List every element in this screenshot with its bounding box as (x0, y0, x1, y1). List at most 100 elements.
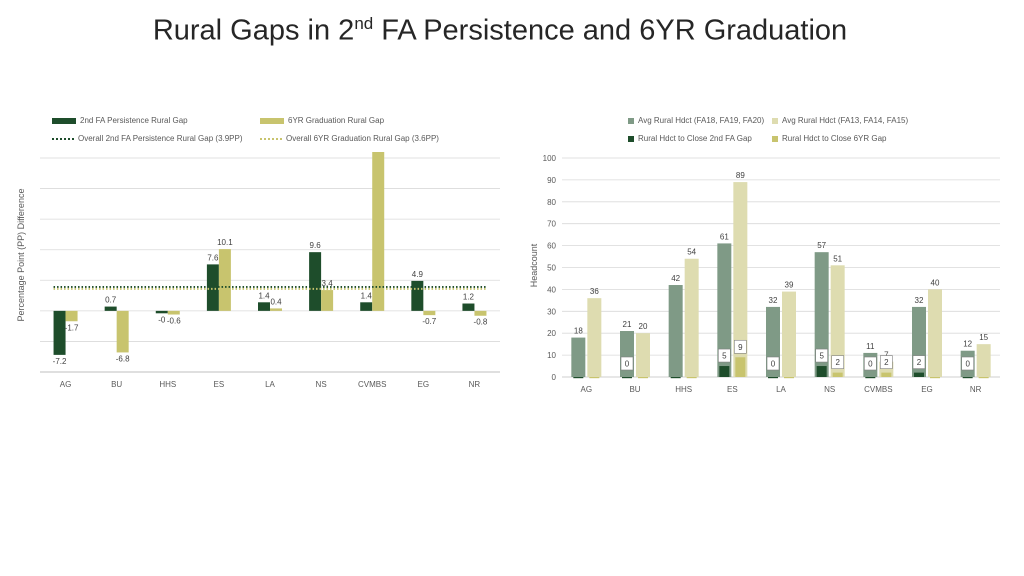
y-tick-label: 20 (547, 329, 556, 338)
value-box-label: 2 (835, 358, 840, 367)
bar (589, 377, 600, 379)
bar (218, 249, 231, 311)
data-label: 21 (623, 320, 632, 329)
category-label: NS (316, 380, 327, 389)
data-label: 1.4 (361, 291, 373, 300)
bar (814, 252, 829, 377)
bar (309, 252, 322, 311)
bar (167, 310, 180, 315)
y-tick-label: 30 (547, 307, 556, 316)
title-superscript: nd (354, 14, 374, 33)
bar (104, 306, 117, 311)
data-label: 40 (931, 278, 940, 287)
bar (638, 377, 648, 379)
bar (832, 372, 843, 377)
data-label: -6.8 (116, 354, 130, 363)
data-label: -7.2 (53, 357, 67, 366)
bar (684, 258, 699, 377)
bar (372, 152, 385, 311)
bar (360, 302, 373, 311)
bar (976, 344, 991, 377)
value-box-label: 0 (625, 360, 630, 369)
legend-label: Avg Rural Hdct (FA18, FA19, FA20) (638, 116, 765, 125)
value-box-label: 2 (884, 358, 889, 367)
left-chart-legend: 2nd FA Persistence Rural Gap 6YR Graduat… (52, 116, 492, 146)
data-label: 36 (590, 287, 599, 296)
bar (881, 372, 892, 377)
legend-swatch (772, 135, 778, 142)
bar (573, 377, 584, 379)
data-label: 0.7 (105, 296, 117, 305)
data-label: -0.8 (474, 318, 488, 327)
y-tick-label: 80 (547, 198, 556, 207)
bar (928, 289, 942, 377)
category-label: AG (581, 385, 593, 394)
y-tick-label: 50 (547, 264, 556, 273)
category-label: EG (921, 385, 933, 394)
legend-item-close-6yr: Rural Hdct to Close 6YR Gap (772, 134, 887, 143)
legend-item-2nd-fa-gap: 2nd FA Persistence Rural Gap (52, 116, 188, 125)
y-tick-label: 100 (543, 154, 557, 163)
legend-label: Overall 6YR Graduation Rural Gap (3.6PP) (286, 134, 439, 143)
y-tick-label: 10 (547, 351, 556, 360)
bar (962, 377, 973, 379)
bar (865, 377, 876, 379)
category-label: ES (214, 380, 225, 389)
legend-label: 2nd FA Persistence Rural Gap (80, 116, 188, 125)
value-box (961, 356, 974, 371)
value-box (815, 348, 828, 363)
right-chart-legend: Avg Rural Hdct (FA18, FA19, FA20) Avg Ru… (628, 116, 968, 146)
legend-label: Rural Hdct to Close 6YR Gap (782, 134, 887, 143)
bar (321, 290, 334, 311)
bar (636, 333, 650, 377)
value-box (880, 355, 893, 369)
bar (155, 310, 168, 314)
value-box-label: 0 (868, 360, 873, 369)
data-label: 32 (769, 296, 778, 305)
data-label: 11 (866, 342, 875, 351)
value-box (831, 355, 844, 369)
data-label: 57 (817, 241, 826, 250)
category-label: EG (418, 380, 430, 389)
category-label: AG (60, 380, 72, 389)
bar (816, 366, 827, 377)
legend-label: Rural Hdct to Close 2nd FA Gap (638, 134, 752, 143)
bar (411, 280, 424, 311)
bar (782, 291, 796, 377)
bar (914, 372, 924, 377)
value-box-label: 0 (771, 360, 776, 369)
title-main: Rural Gaps in 2 (152, 14, 355, 47)
value-box-label: 5 (819, 352, 824, 361)
y-tick-label: 90 (547, 176, 556, 185)
slide-title: Rural Gaps in 2nd FA Persistence and 6YR… (0, 14, 1000, 48)
title-rest: FA Persistence and 6YR Graduation (373, 14, 848, 47)
category-label: HHS (159, 380, 176, 389)
y-tick-label: 60 (547, 242, 556, 251)
data-label: 12 (963, 340, 972, 349)
bar (670, 377, 681, 379)
bar (571, 337, 586, 377)
left-gap-chart: Percentage Point (PP) Difference -7.2 -1.7… (16, 152, 500, 389)
y-axis-label: Percentage Point (PP) Difference (16, 189, 26, 322)
category-label: NS (824, 385, 835, 394)
data-label: 15 (979, 333, 988, 342)
data-label: 10.1 (217, 238, 233, 247)
category-label: BU (629, 385, 640, 394)
legend-item-6yr-gap: 6YR Graduation Rural Gap (260, 116, 384, 125)
legend-item-overall-6yr: Overall 6YR Graduation Rural Gap (3.6PP) (260, 134, 439, 143)
legend-label: 6YR Graduation Rural Gap (288, 116, 385, 125)
legend-item-close-2nd-fa: Rural Hdct to Close 2nd FA Gap (628, 134, 752, 143)
y-tick-label: 40 (547, 285, 556, 294)
value-box-label: 9 (738, 343, 743, 352)
legend-item-overall-2nd-fa: Overall 2nd FA Persistence Rural Gap (3.… (52, 134, 243, 143)
legend-swatch (260, 117, 284, 124)
bar (768, 377, 778, 379)
y-axis-label: Headcount (529, 243, 539, 287)
value-box (620, 356, 634, 371)
bar (978, 377, 989, 379)
value-box (734, 339, 747, 354)
value-box (718, 348, 731, 363)
category-label: LA (265, 380, 275, 389)
bar (622, 377, 632, 379)
